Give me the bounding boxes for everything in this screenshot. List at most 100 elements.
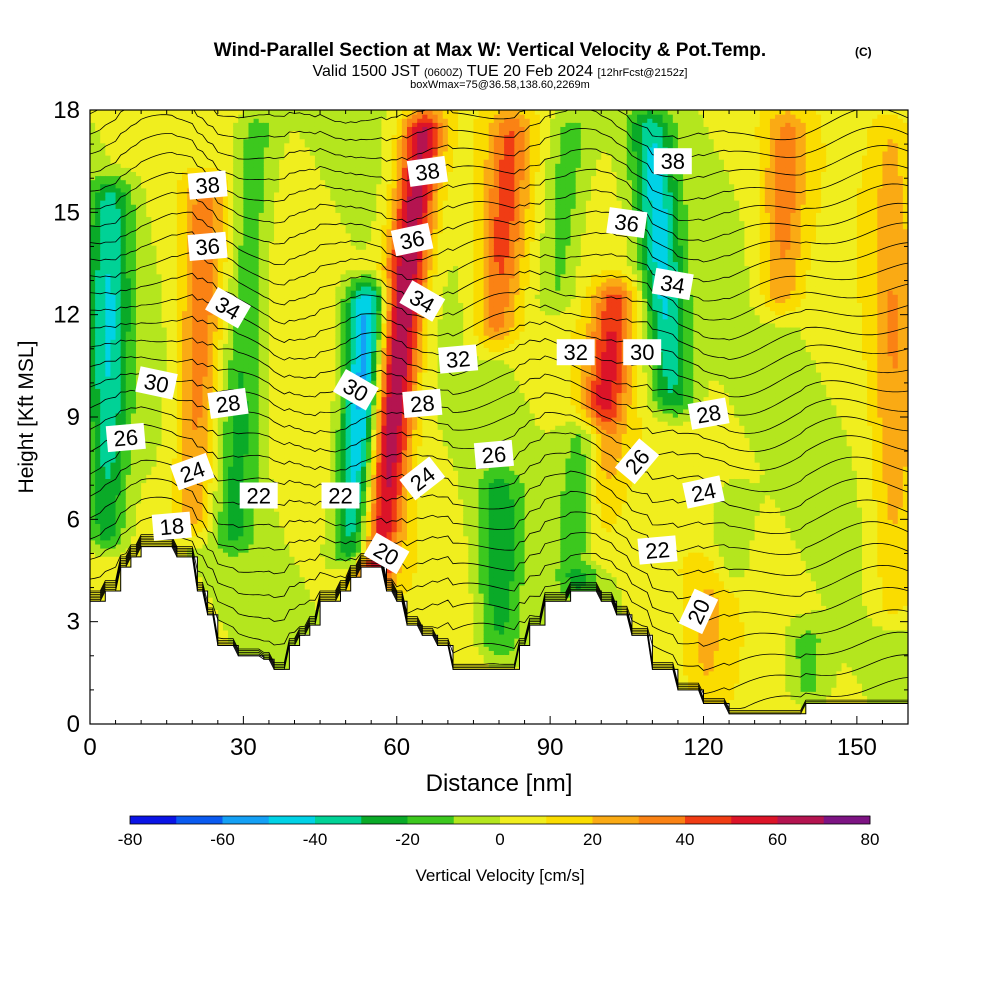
field-cell [125, 110, 132, 115]
field-cell [110, 175, 117, 181]
field-cell [105, 462, 112, 467]
field-cell [115, 294, 122, 299]
field-cell [115, 249, 122, 254]
field-cell [105, 175, 112, 181]
field-cell [212, 564, 219, 570]
field-cell [187, 281, 193, 287]
field-cell [146, 155, 152, 160]
field-cell [130, 408, 137, 414]
field-cell [289, 224, 296, 230]
field-cell [187, 228, 193, 234]
field-cell [130, 494, 137, 500]
field-cell [176, 216, 183, 222]
field-cell [274, 380, 280, 385]
field-cell [289, 515, 296, 520]
field-cell [90, 265, 96, 271]
field-cell [217, 220, 224, 226]
field-cell [182, 281, 188, 287]
field-cell [141, 249, 147, 254]
field-cell [274, 609, 280, 615]
field-cell [268, 412, 275, 418]
field-cell [202, 547, 209, 553]
field-cell [212, 433, 219, 439]
field-cell [176, 400, 183, 406]
field-cell [238, 441, 244, 447]
field-cell [110, 355, 117, 361]
field-cell [279, 449, 285, 455]
field-cell [263, 552, 270, 557]
field-cell [161, 421, 168, 426]
field-cell [120, 200, 127, 205]
field-cell [120, 163, 127, 168]
field-cell [161, 134, 168, 140]
field-cell [95, 286, 101, 291]
field-cell [279, 633, 285, 639]
field-cell [156, 175, 163, 181]
field-cell [90, 314, 96, 320]
field-cell [151, 245, 158, 250]
field-cell [166, 286, 173, 291]
field-cell [222, 531, 229, 537]
field-cell [294, 347, 301, 353]
field-cell [95, 466, 101, 471]
field-cell [289, 171, 296, 177]
field-cell [100, 478, 106, 484]
field-cell [243, 204, 250, 209]
field-cell [207, 322, 214, 328]
field-cell [141, 269, 147, 275]
field-cell [187, 498, 193, 504]
field-cell [294, 273, 301, 279]
field-cell [110, 482, 117, 488]
field-cell [176, 110, 183, 115]
field-cell [263, 404, 270, 410]
field-cell [110, 269, 117, 275]
field-cell [207, 412, 214, 418]
field-cell [95, 449, 101, 455]
field-cell [182, 163, 188, 168]
field-cell [136, 220, 142, 226]
field-cell [228, 200, 234, 205]
field-cell [279, 429, 285, 434]
field-cell [95, 560, 101, 565]
field-cell [222, 155, 229, 160]
field-cell [228, 351, 234, 357]
field-cell [171, 249, 178, 254]
field-cell [115, 269, 122, 275]
field-cell [100, 220, 106, 226]
field-cell [120, 298, 127, 303]
field-cell [253, 646, 260, 651]
field-cell [274, 110, 280, 115]
field-cell [279, 314, 285, 320]
field-cell [166, 208, 173, 213]
field-cell [115, 245, 122, 250]
field-cell [253, 220, 260, 226]
field-cell [156, 183, 163, 189]
field-cell [212, 322, 219, 328]
field-cell [146, 224, 152, 230]
field-cell [130, 396, 137, 402]
field-cell [95, 572, 101, 578]
field-cell [289, 187, 296, 193]
field-cell [125, 249, 132, 254]
field-cell [217, 515, 224, 520]
field-cell [238, 339, 244, 344]
field-cell [243, 617, 250, 623]
field-cell [268, 367, 275, 373]
field-cell [105, 236, 112, 242]
field-cell [166, 114, 173, 119]
field-cell [243, 245, 250, 250]
field-cell [120, 490, 127, 496]
field-cell [207, 478, 214, 484]
field-cell [233, 167, 239, 172]
field-cell [248, 560, 255, 565]
field-cell [130, 478, 137, 484]
field-cell [212, 515, 219, 520]
field-cell [105, 294, 112, 299]
field-cell [268, 531, 275, 537]
field-cell [217, 204, 224, 209]
field-cell [141, 462, 147, 467]
field-cell [268, 265, 275, 271]
field-cell [176, 200, 183, 205]
field-cell [289, 306, 296, 312]
field-cell [279, 261, 285, 267]
